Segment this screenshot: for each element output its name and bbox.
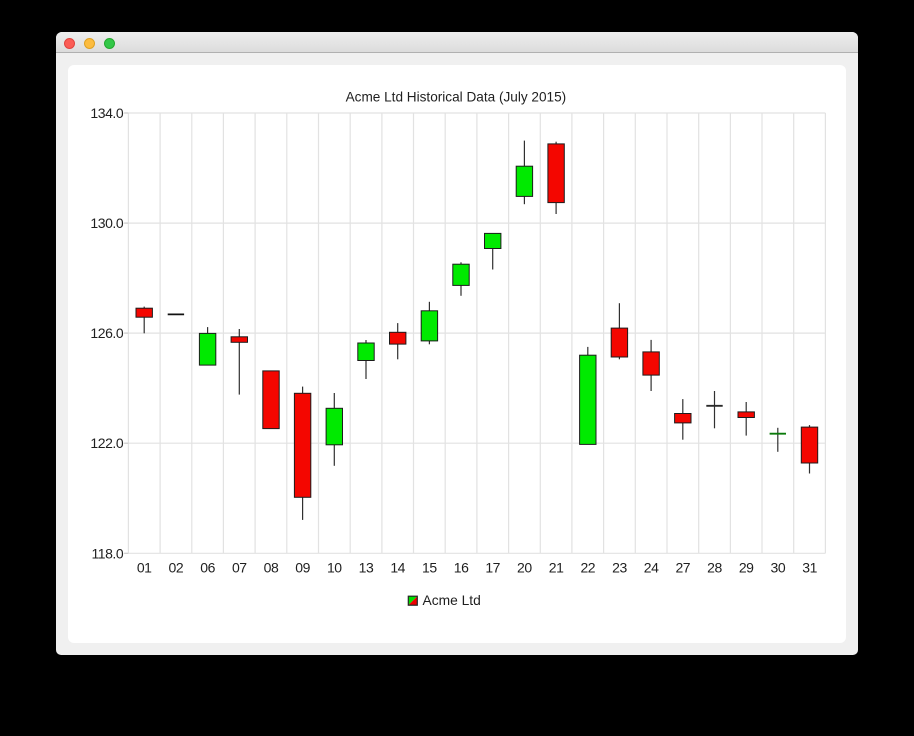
- svg-text:134.0: 134.0: [90, 105, 123, 121]
- svg-text:Acme Ltd: Acme Ltd: [423, 593, 481, 608]
- svg-text:24: 24: [644, 559, 659, 575]
- svg-text:29: 29: [739, 559, 754, 575]
- svg-text:17: 17: [485, 559, 500, 575]
- svg-text:08: 08: [264, 559, 279, 575]
- svg-text:06: 06: [200, 559, 215, 575]
- svg-text:126.0: 126.0: [90, 325, 123, 341]
- svg-text:23: 23: [612, 559, 627, 575]
- svg-text:Acme Ltd Historical Data (July: Acme Ltd Historical Data (July 2015): [346, 90, 567, 105]
- svg-text:16: 16: [454, 559, 469, 575]
- svg-text:30: 30: [771, 559, 786, 575]
- svg-text:27: 27: [675, 559, 690, 575]
- svg-text:118.0: 118.0: [91, 545, 123, 561]
- svg-text:10: 10: [327, 559, 342, 575]
- svg-text:07: 07: [232, 559, 247, 575]
- svg-text:13: 13: [359, 559, 374, 575]
- svg-text:09: 09: [295, 559, 310, 575]
- svg-text:01: 01: [137, 559, 152, 575]
- svg-text:130.0: 130.0: [90, 215, 123, 231]
- svg-text:02: 02: [169, 559, 184, 575]
- svg-text:28: 28: [707, 559, 722, 575]
- svg-text:31: 31: [802, 559, 817, 575]
- svg-text:21: 21: [549, 559, 564, 575]
- svg-text:122.0: 122.0: [90, 435, 123, 451]
- svg-text:20: 20: [517, 559, 532, 575]
- svg-text:15: 15: [422, 559, 437, 575]
- svg-text:22: 22: [580, 559, 595, 575]
- svg-text:14: 14: [390, 559, 405, 575]
